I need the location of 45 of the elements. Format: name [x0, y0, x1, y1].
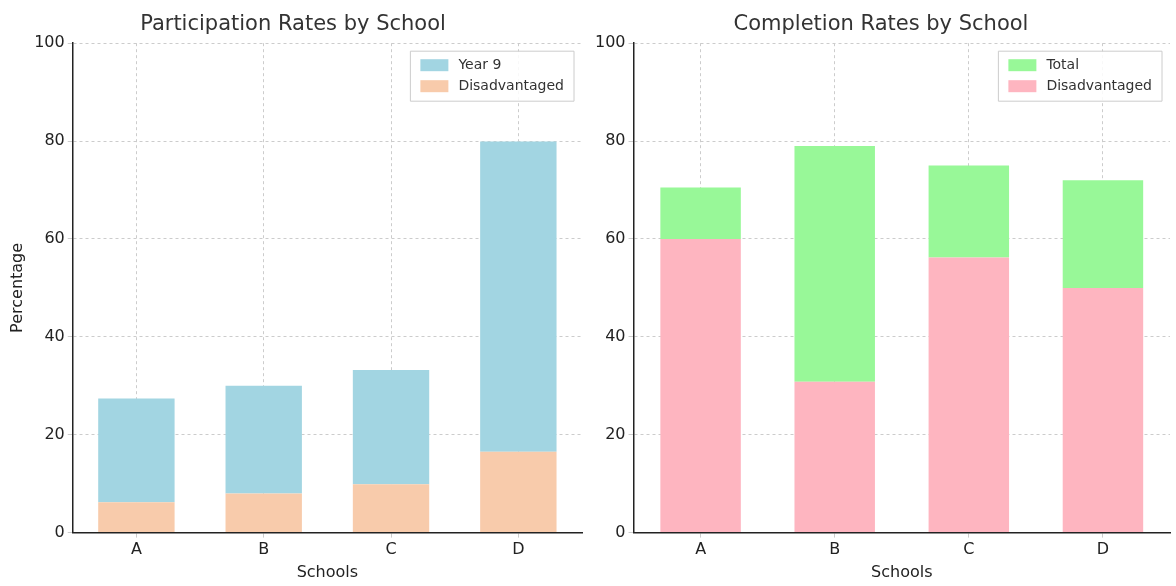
bar	[928, 165, 1010, 258]
bar	[480, 141, 557, 452]
y-tick-label: 20	[605, 423, 626, 443]
x-axis-title: Schools	[871, 561, 933, 581]
x-tick-label: D	[512, 539, 525, 559]
bar	[98, 398, 175, 503]
x-tick-label: C	[385, 539, 397, 559]
y-tick-label: 80	[44, 130, 65, 150]
y-tick-label: 0	[615, 521, 626, 541]
bar	[794, 145, 875, 382]
y-tick-label: 0	[54, 521, 65, 541]
y-tick-label: 20	[44, 423, 65, 443]
bar	[225, 493, 302, 533]
x-tick-label: B	[829, 539, 841, 559]
chart-title: Participation Rates by School	[140, 11, 446, 36]
x-tick-label: C	[963, 539, 975, 559]
y-tick-label: 80	[605, 130, 626, 150]
bar	[1062, 287, 1144, 533]
bar	[794, 381, 875, 533]
bar	[928, 257, 1010, 533]
bar	[660, 187, 741, 239]
chart-title: Completion Rates by School	[733, 11, 1029, 36]
bar	[660, 238, 741, 533]
y-tick-label: 40	[605, 326, 626, 345]
legend-label: Year 9	[457, 55, 502, 72]
legend-label: Disadvantaged	[458, 76, 564, 93]
y-axis-title: Percentage	[6, 242, 26, 333]
bar	[352, 484, 430, 533]
bar	[1062, 180, 1144, 288]
bar	[480, 451, 557, 533]
legend-label: Total	[1045, 55, 1080, 72]
y-tick-label: 60	[605, 228, 626, 248]
y-tick-label: 100	[594, 32, 626, 52]
x-tick-label: A	[130, 539, 142, 559]
x-axis-title: Schools	[296, 561, 359, 581]
y-tick-label: 40	[44, 326, 65, 345]
y-tick-label: 100	[34, 32, 65, 52]
bar	[225, 385, 302, 494]
x-tick-label: B	[258, 539, 270, 559]
x-tick-label: A	[695, 539, 707, 559]
y-tick-label: 60	[44, 228, 65, 248]
bar	[352, 370, 430, 485]
legend-label: Disadvantaged	[1046, 76, 1152, 93]
bar	[98, 502, 175, 533]
x-tick-label: D	[1096, 539, 1110, 559]
